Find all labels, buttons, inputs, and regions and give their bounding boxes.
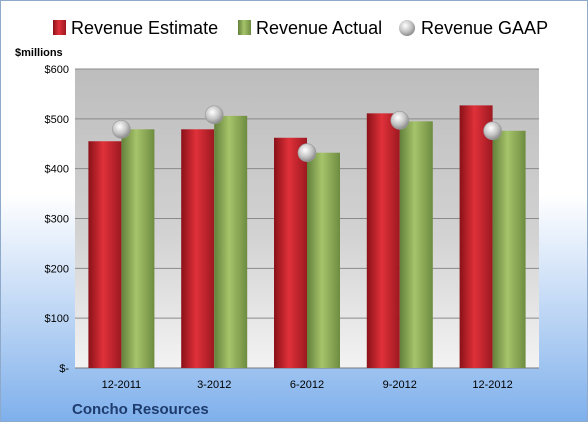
bar-revenue-actual [399,121,433,368]
y-tick-label: $500 [45,114,69,126]
x-tick-label: 12-2011 [102,379,142,391]
legend-label-revenue-estimate: Revenue Estimate [71,18,218,38]
gaap-markers [112,105,502,163]
x-axis-tick-labels: 12-2011 3-2012 6-2012 9-2012 12-2012 [102,379,513,391]
bar-revenue-estimate [181,129,215,368]
legend-marker-revenue-gaap [399,20,415,36]
marker-revenue-gaap [297,143,317,163]
legend-swatch-revenue-actual [238,20,251,35]
company-name: Concho Resources [72,401,209,418]
bar-revenue-actual [121,129,155,368]
marker-revenue-gaap [204,105,224,125]
bar-revenue-estimate [459,105,493,369]
y-axis-tick-labels: $- $100 $200 $300 $400 $500 $600 [45,64,70,375]
x-tick-label: 12-2012 [472,379,512,391]
y-tick-label: $100 [45,313,69,325]
bars [88,105,526,369]
bar-revenue-estimate [366,113,400,368]
bar-revenue-estimate [274,137,307,368]
marker-revenue-gaap [112,119,131,139]
y-tick-label: $300 [45,214,69,226]
y-tick-label: $200 [45,263,69,275]
y-tick-label: $- [59,363,69,375]
legend-label-revenue-gaap: Revenue GAAP [421,18,548,38]
y-axis-unit-label: $millions [15,47,63,59]
bar-revenue-actual [492,130,526,368]
bar-revenue-actual [214,115,248,369]
y-tick-label: $600 [45,64,69,76]
legend: Revenue Estimate Revenue Actual Revenue … [53,18,548,38]
y-tick-label: $400 [45,164,69,176]
bar-revenue-estimate [88,141,122,368]
legend-swatch-revenue-estimate [53,20,66,35]
legend-label-revenue-actual: Revenue Actual [256,18,382,38]
marker-revenue-gaap [390,111,410,130]
bar-revenue-actual [307,152,340,368]
x-tick-label: 6-2012 [290,379,324,391]
x-tick-label: 3-2012 [197,379,231,391]
x-tick-label: 9-2012 [383,379,417,391]
marker-revenue-gaap [483,121,502,141]
